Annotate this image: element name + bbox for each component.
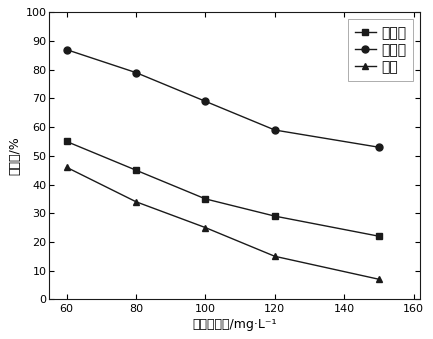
X-axis label: 捕收剂用量/mg·L⁻¹: 捕收剂用量/mg·L⁻¹ [193,318,277,331]
Y-axis label: 回收率/%: 回收率/% [8,137,21,175]
赤铁矿 [376,145,381,149]
赤铁矿 [272,128,278,132]
赤铁矿 [203,99,208,103]
石英 [376,277,381,281]
赤铁矿 [133,71,139,75]
石英 [133,200,139,204]
Line: 石英: 石英 [63,164,382,283]
磁铁矿 [272,214,278,218]
赤铁矿 [64,47,69,52]
磁铁矿 [203,197,208,201]
磁铁矿 [64,139,69,143]
磁铁矿 [133,168,139,172]
Line: 赤铁矿: 赤铁矿 [63,46,382,151]
磁铁矿 [376,234,381,238]
石英 [64,165,69,170]
石英 [272,254,278,258]
Line: 磁铁矿: 磁铁矿 [63,138,382,240]
石英 [203,225,208,230]
Legend: 磁铁矿, 赤铁矿, 石英: 磁铁矿, 赤铁矿, 石英 [348,19,414,81]
